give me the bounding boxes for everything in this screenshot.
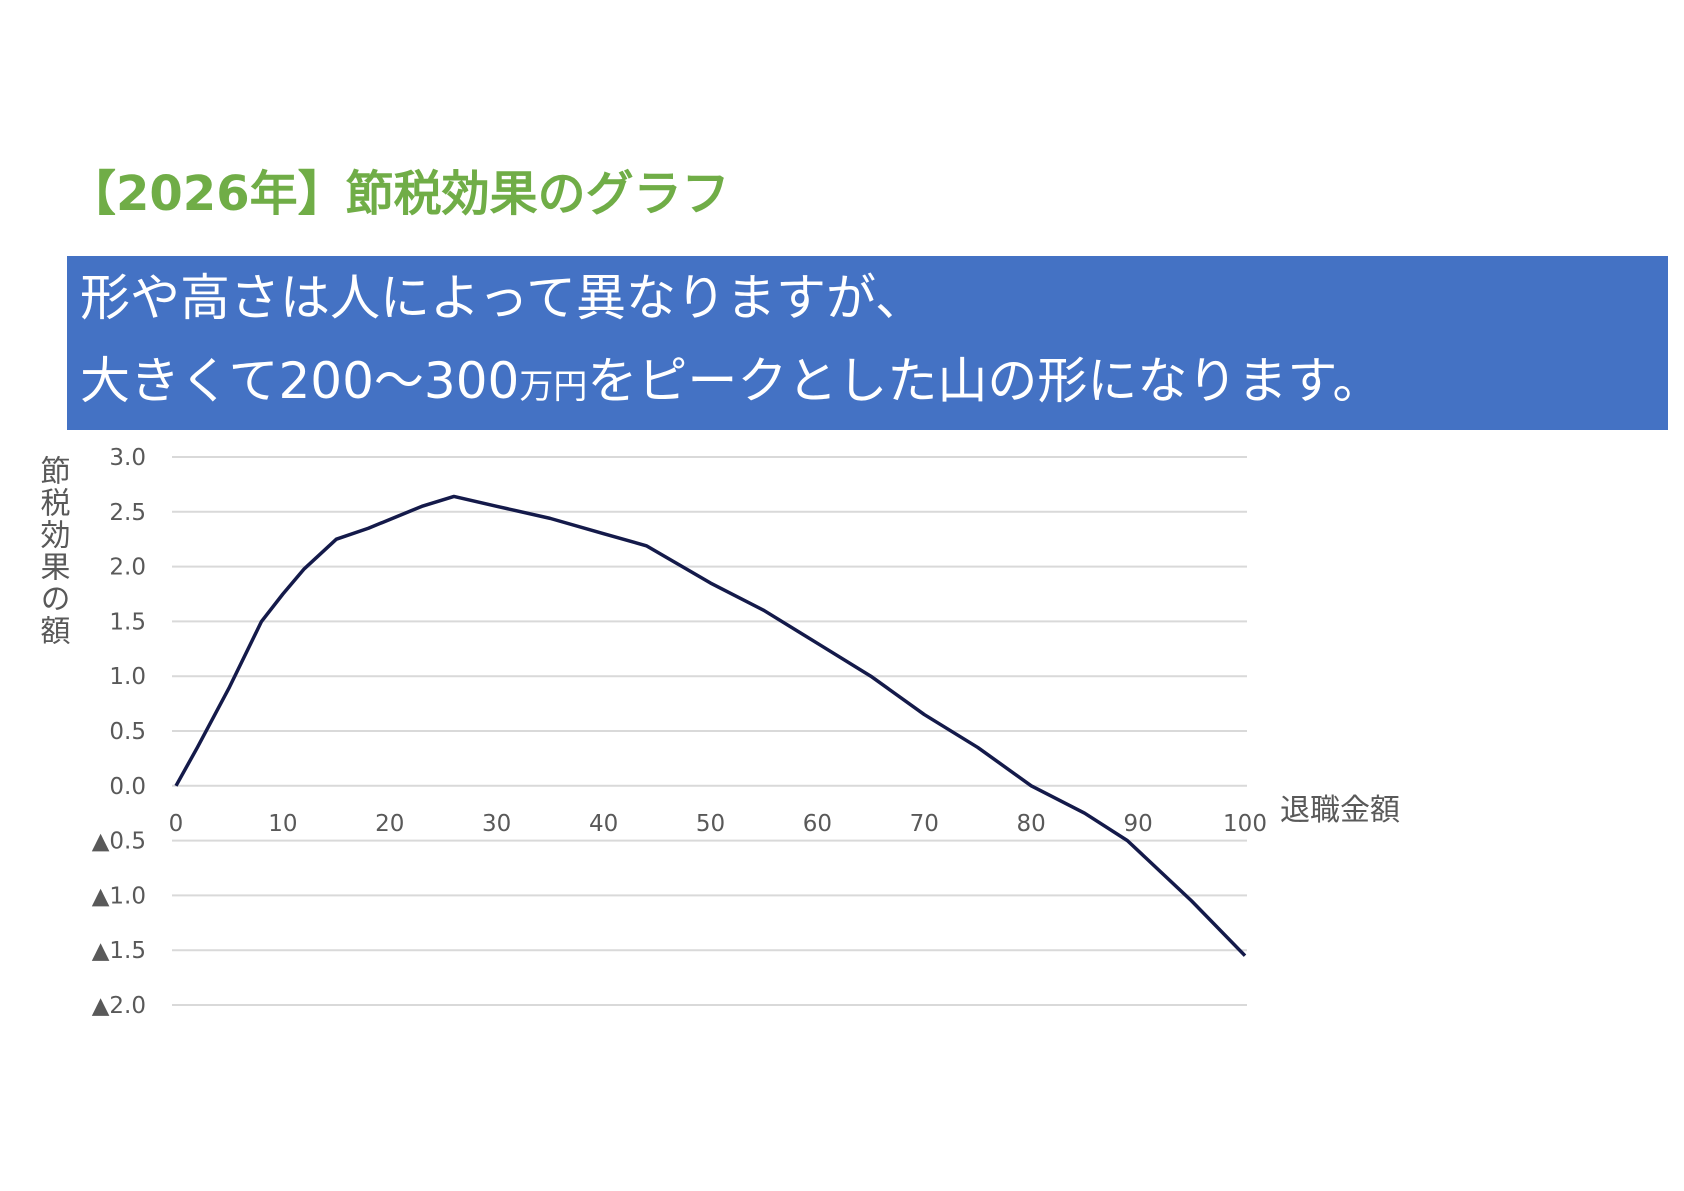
y-tick-label: 0.5 — [109, 719, 146, 745]
x-tick-label: 50 — [696, 811, 725, 837]
subtitle-part: をピークとした山の形になります。 — [587, 352, 1382, 410]
y-tick-label: 3.0 — [109, 445, 146, 471]
x-axis-label: 退職金額 — [1280, 793, 1400, 828]
x-tick-label: 20 — [375, 811, 404, 837]
y-tick-label: 2.0 — [109, 555, 146, 581]
subtitle-part: 大きくて200～300 — [80, 352, 519, 410]
y-tick-label: ▲1.5 — [92, 938, 146, 964]
x-tick-label: 40 — [589, 811, 618, 837]
y-tick-label: 2.5 — [109, 500, 146, 526]
y-tick-label: ▲0.5 — [92, 829, 146, 855]
data-line — [174, 494, 1247, 957]
y-tick-label: 0.0 — [109, 774, 146, 800]
x-tick-label: 10 — [268, 811, 297, 837]
y-tick-label: 1.5 — [109, 609, 146, 635]
banner — [67, 256, 1668, 430]
y-tick-label: ▲2.0 — [92, 993, 146, 1019]
x-tick-label: 30 — [482, 811, 511, 837]
y-tick-label: ▲1.0 — [92, 883, 146, 909]
x-tick-label: 80 — [1017, 811, 1046, 837]
x-tick-label: 60 — [803, 811, 832, 837]
x-tick-label: 90 — [1123, 811, 1152, 837]
x-tick-label: 70 — [910, 811, 939, 837]
chart-title: 【2026年】節税効果のグラフ — [68, 166, 730, 222]
subtitle-line: 大きくて200～300万円をピークとした山の形になります。 — [80, 352, 1382, 410]
x-tick-label: 100 — [1223, 811, 1267, 837]
y-tick-label: 1.0 — [109, 664, 146, 690]
subtitle-line: 形や高さは人によって異なりますが、 — [80, 269, 925, 327]
x-tick-label: 0 — [169, 811, 184, 837]
y-axis-label: 節税効果の額 — [35, 455, 71, 647]
subtitle-part: 万円 — [519, 367, 587, 407]
